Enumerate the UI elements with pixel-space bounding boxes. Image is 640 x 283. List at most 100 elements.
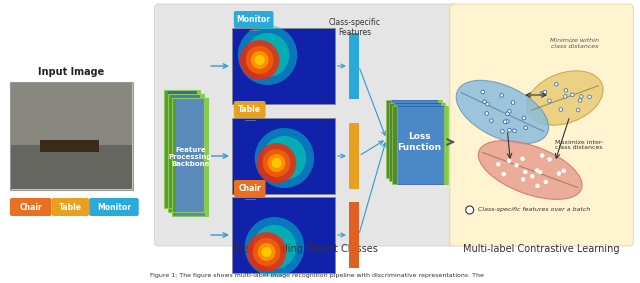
Circle shape bbox=[535, 169, 539, 172]
Text: Table: Table bbox=[238, 105, 261, 114]
FancyBboxPatch shape bbox=[390, 103, 394, 181]
Circle shape bbox=[253, 238, 280, 266]
Circle shape bbox=[253, 225, 296, 269]
Circle shape bbox=[508, 110, 511, 113]
FancyBboxPatch shape bbox=[392, 106, 397, 184]
Circle shape bbox=[557, 172, 561, 175]
Circle shape bbox=[246, 46, 273, 74]
Circle shape bbox=[268, 154, 285, 172]
Circle shape bbox=[506, 112, 509, 115]
FancyBboxPatch shape bbox=[232, 118, 335, 194]
FancyBboxPatch shape bbox=[89, 198, 139, 216]
Circle shape bbox=[536, 184, 540, 188]
Circle shape bbox=[544, 180, 548, 184]
Circle shape bbox=[576, 108, 580, 112]
Circle shape bbox=[579, 99, 582, 102]
Circle shape bbox=[486, 102, 490, 106]
FancyBboxPatch shape bbox=[450, 4, 633, 246]
Circle shape bbox=[246, 33, 289, 77]
FancyBboxPatch shape bbox=[52, 198, 89, 216]
Circle shape bbox=[503, 120, 507, 124]
Text: Minimize within
class distances: Minimize within class distances bbox=[550, 38, 599, 49]
Text: Chair: Chair bbox=[238, 184, 261, 193]
Circle shape bbox=[262, 136, 306, 180]
Circle shape bbox=[490, 119, 493, 123]
FancyBboxPatch shape bbox=[201, 94, 205, 212]
Circle shape bbox=[513, 129, 516, 133]
Circle shape bbox=[485, 112, 488, 115]
FancyBboxPatch shape bbox=[11, 145, 132, 189]
FancyBboxPatch shape bbox=[10, 198, 52, 216]
Circle shape bbox=[571, 93, 574, 97]
Circle shape bbox=[531, 174, 534, 178]
Circle shape bbox=[506, 120, 509, 123]
Circle shape bbox=[251, 51, 269, 69]
FancyBboxPatch shape bbox=[232, 197, 335, 273]
Ellipse shape bbox=[478, 141, 582, 199]
Circle shape bbox=[255, 55, 264, 65]
Circle shape bbox=[563, 95, 567, 98]
Circle shape bbox=[515, 163, 518, 167]
Circle shape bbox=[588, 95, 591, 99]
Text: Class-specific features over a batch: Class-specific features over a batch bbox=[477, 207, 590, 213]
Circle shape bbox=[255, 128, 314, 188]
FancyBboxPatch shape bbox=[349, 123, 359, 189]
Circle shape bbox=[564, 89, 568, 92]
FancyBboxPatch shape bbox=[234, 101, 266, 118]
FancyBboxPatch shape bbox=[172, 98, 177, 216]
Circle shape bbox=[238, 25, 298, 85]
Text: Monitor: Monitor bbox=[237, 15, 271, 24]
Text: Monitor: Monitor bbox=[97, 203, 131, 211]
Text: Maximize inter-
class distances: Maximize inter- class distances bbox=[555, 140, 604, 150]
Circle shape bbox=[240, 40, 280, 80]
Circle shape bbox=[262, 149, 291, 177]
FancyBboxPatch shape bbox=[387, 100, 392, 178]
Circle shape bbox=[483, 100, 486, 104]
Text: Class-specific
Features: Class-specific Features bbox=[329, 18, 381, 37]
FancyBboxPatch shape bbox=[172, 94, 204, 212]
FancyBboxPatch shape bbox=[394, 103, 444, 181]
FancyBboxPatch shape bbox=[444, 106, 448, 184]
Circle shape bbox=[579, 95, 583, 98]
Text: Multi-label Contrastive Learning: Multi-label Contrastive Learning bbox=[463, 244, 620, 254]
Text: Input Image: Input Image bbox=[38, 67, 104, 77]
Circle shape bbox=[508, 128, 511, 132]
Circle shape bbox=[522, 178, 525, 181]
FancyBboxPatch shape bbox=[349, 202, 359, 268]
Circle shape bbox=[559, 108, 563, 111]
FancyBboxPatch shape bbox=[40, 140, 99, 152]
FancyBboxPatch shape bbox=[232, 28, 335, 104]
FancyBboxPatch shape bbox=[168, 94, 172, 212]
Circle shape bbox=[502, 172, 506, 176]
Circle shape bbox=[508, 159, 511, 163]
Text: Feature
Processing
Backbone: Feature Processing Backbone bbox=[168, 147, 212, 168]
FancyBboxPatch shape bbox=[168, 90, 200, 208]
FancyBboxPatch shape bbox=[10, 82, 132, 190]
Circle shape bbox=[466, 206, 474, 214]
Circle shape bbox=[258, 243, 275, 261]
Circle shape bbox=[524, 126, 527, 130]
Text: Table: Table bbox=[59, 203, 82, 211]
Circle shape bbox=[247, 232, 286, 272]
Text: Loss
Function: Loss Function bbox=[397, 132, 441, 152]
Circle shape bbox=[521, 157, 524, 160]
Text: Figure 1: The figure shows multi-label image recognition pipeline with discrimin: Figure 1: The figure shows multi-label i… bbox=[150, 273, 484, 278]
Circle shape bbox=[522, 116, 525, 120]
FancyBboxPatch shape bbox=[397, 106, 447, 184]
FancyBboxPatch shape bbox=[392, 100, 441, 178]
FancyBboxPatch shape bbox=[155, 4, 458, 246]
FancyBboxPatch shape bbox=[197, 90, 201, 208]
Circle shape bbox=[257, 143, 296, 183]
Circle shape bbox=[500, 130, 504, 133]
Text: Disentangling Object Classes: Disentangling Object Classes bbox=[235, 244, 378, 254]
FancyBboxPatch shape bbox=[438, 100, 442, 178]
Circle shape bbox=[548, 99, 551, 103]
Circle shape bbox=[555, 82, 558, 86]
Circle shape bbox=[562, 169, 565, 173]
Circle shape bbox=[543, 90, 547, 94]
Circle shape bbox=[548, 158, 551, 161]
Circle shape bbox=[481, 90, 484, 94]
FancyBboxPatch shape bbox=[205, 98, 209, 216]
FancyBboxPatch shape bbox=[234, 180, 266, 197]
Circle shape bbox=[244, 217, 304, 277]
